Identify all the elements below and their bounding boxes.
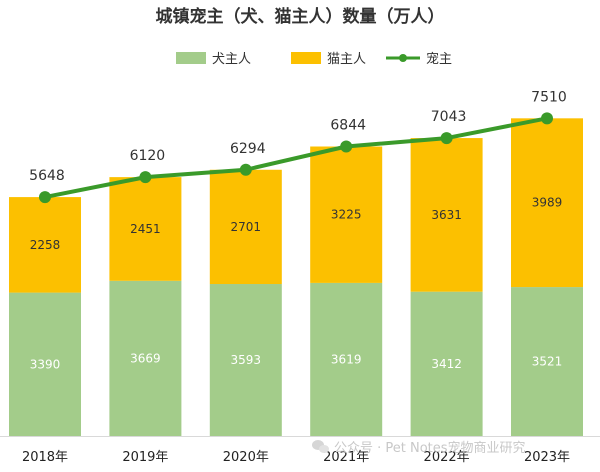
bar-dog-5 [410,291,483,436]
legend-label-1: 犬主人 [212,52,251,67]
data-label-dog-4: 3619 [331,352,362,366]
legend-marker-3 [399,54,407,62]
data-label-total-1: 5648 [29,168,65,184]
bar-cat-1 [9,197,81,293]
watermark: 公众号 · Pet Notes宠物商业研究 [312,437,526,456]
data-label-total-6: 7510 [531,89,567,105]
data-label-cat-1: 2258 [30,238,61,252]
x-tick-label-5: 2022年 [424,450,470,465]
legend-label-2: 猫主人 [327,52,366,67]
watermark-text: 公众号 · Pet Notes宠物商业研究 [334,441,526,456]
bar-dog-1 [9,292,81,436]
data-label-total-5: 7043 [431,109,467,125]
data-label-cat-4: 3225 [331,208,362,222]
owner-point-1 [39,191,51,204]
data-label-dog-1: 3390 [30,357,61,371]
owner-point-3 [239,163,252,176]
chart-title: 城镇宠主（犬、猫主人）数量（万人） [155,7,445,27]
data-label-cat-6: 3989 [532,196,563,210]
bar-dog-2 [109,280,182,436]
owner-point-4 [340,140,353,153]
data-label-dog-6: 3521 [532,355,563,369]
owner-line [44,116,548,200]
owner-point-5 [440,132,453,145]
bar-dog-3 [209,284,282,436]
data-label-dog-3: 3593 [231,353,262,367]
data-label-dog-2: 3669 [130,351,161,365]
bar-cat-6 [511,118,583,288]
owner-point-6 [541,112,553,125]
bar-cat-4 [310,146,383,283]
bar-cat-3 [209,169,282,285]
data-label-cat-2: 2451 [130,222,161,236]
x-tick-label-6: 2023年 [524,450,570,465]
legend-label-3: 宠主 [426,51,452,67]
x-tick-label-2: 2019年 [122,450,168,465]
bar-cat-5 [410,138,483,292]
legend-swatch-1 [176,52,206,64]
bar-cat-2 [109,177,182,281]
owner-point-2 [139,171,152,184]
data-label-dog-5: 3412 [431,357,462,371]
bar-dog-4 [310,282,383,436]
x-tick-label-4: 2021年 [323,450,369,465]
x-tick-label-1: 2018年 [22,450,68,465]
data-label-total-2: 6120 [130,148,166,164]
wechat-icon [312,439,330,454]
legend-swatch-2 [291,52,321,64]
bar-dog-6 [511,287,583,436]
data-label-cat-3: 2701 [231,220,262,234]
data-label-cat-5: 3631 [431,208,462,222]
data-label-total-4: 6844 [330,117,366,133]
data-label-total-3: 6294 [230,141,266,157]
x-tick-label-3: 2020年 [223,450,269,465]
